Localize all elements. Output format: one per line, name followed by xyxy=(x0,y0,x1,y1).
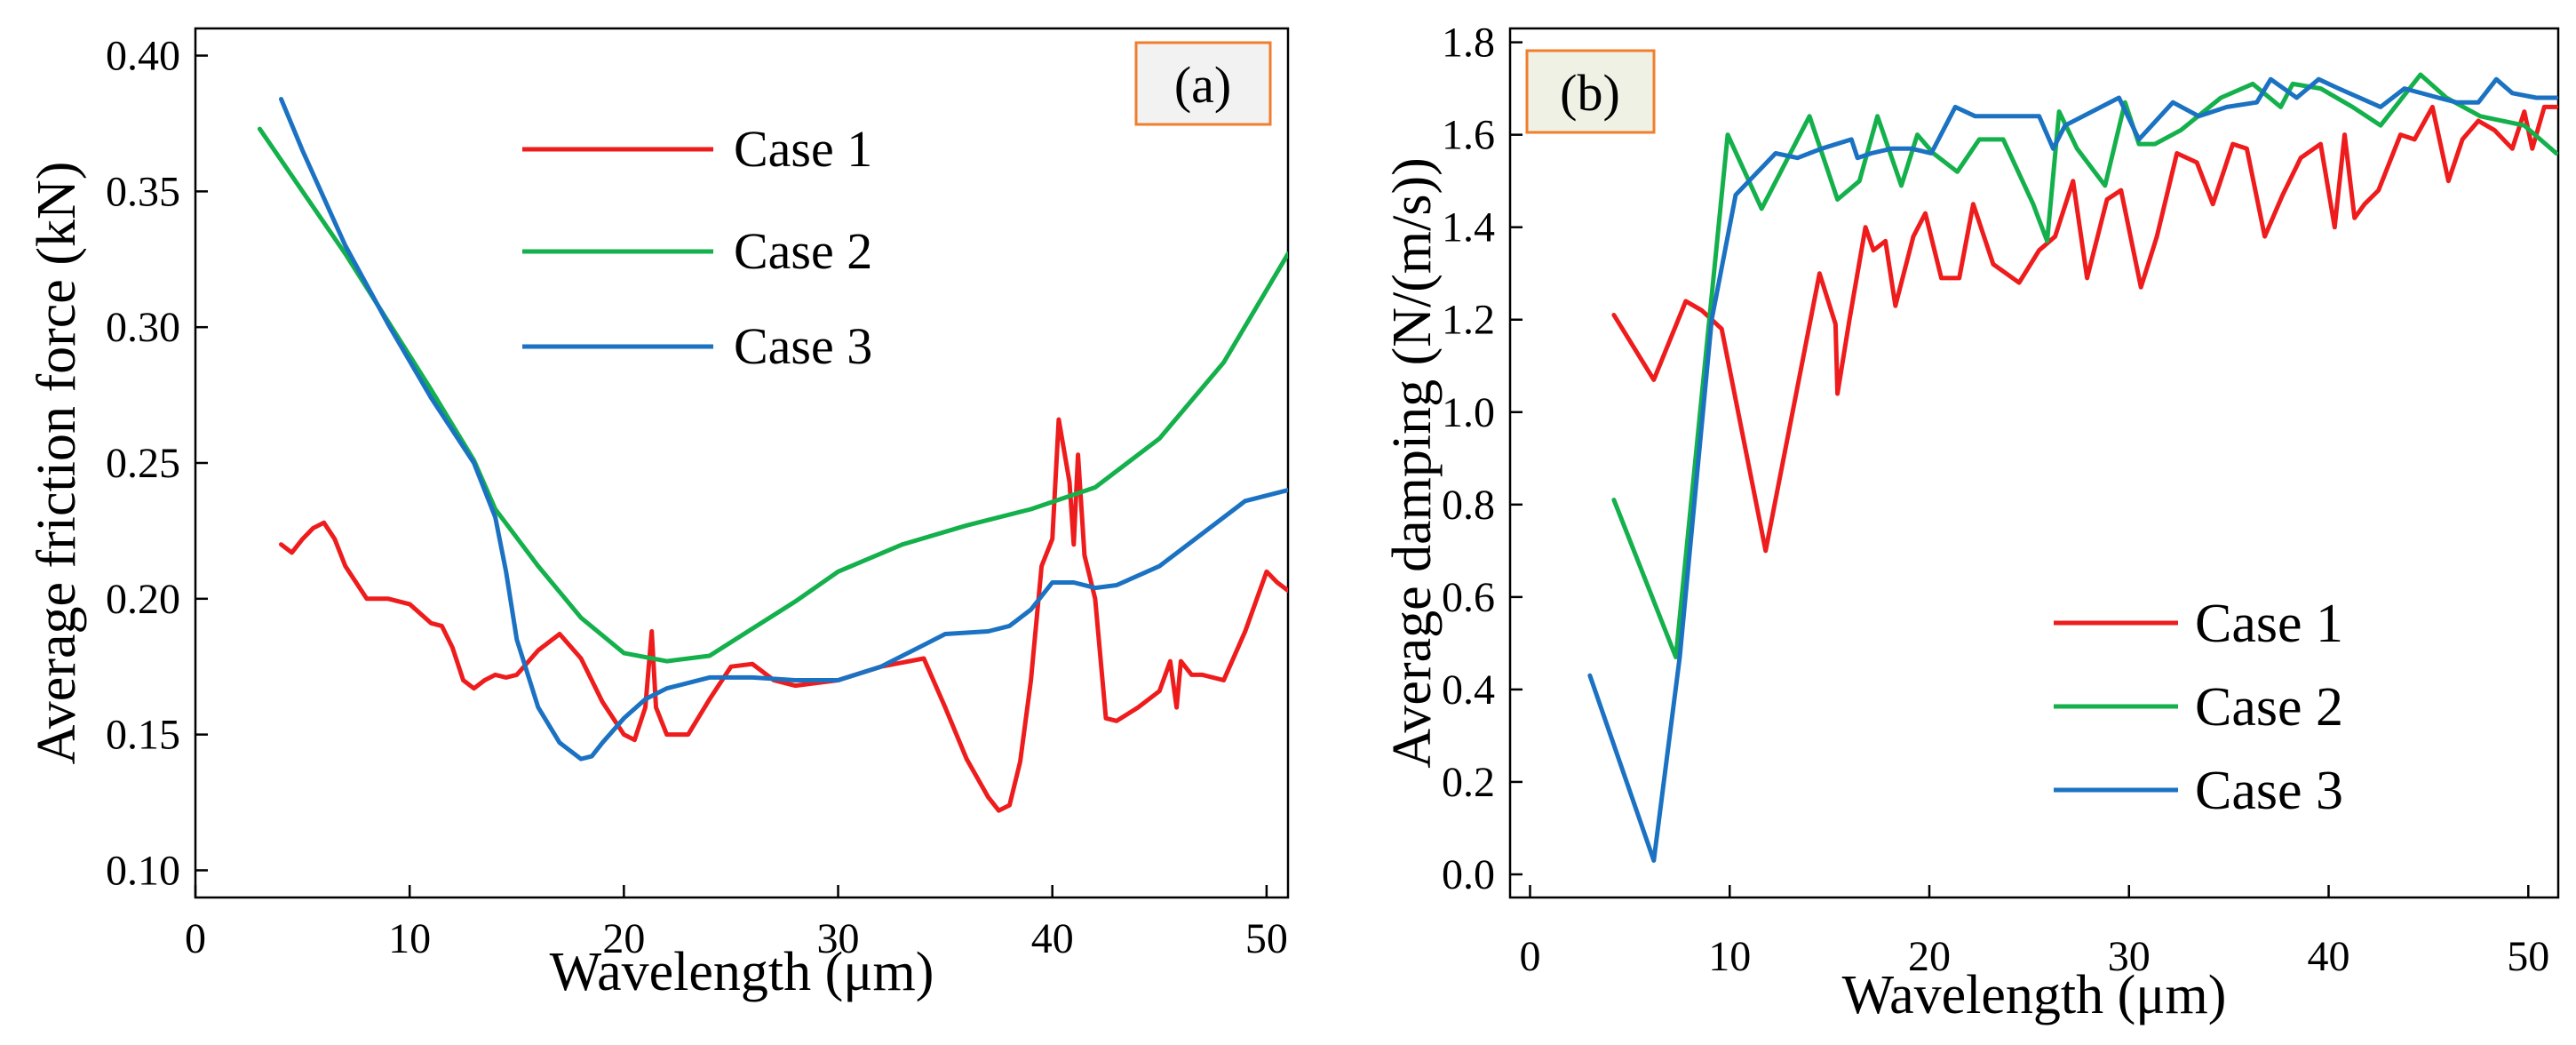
y-ticks-a: 0.10 0.15 0.20 0.25 0.30 0.35 0.40 xyxy=(106,33,208,894)
panel-label-b: (b) xyxy=(1560,64,1620,122)
panel-label-a: (a) xyxy=(1174,56,1231,114)
plot-frame-b xyxy=(1508,27,2560,899)
y-tick-label-a-4: 0.30 xyxy=(106,304,180,351)
x-tick-label-a-3: 30 xyxy=(817,915,860,962)
x-tick-label-a-2: 20 xyxy=(602,915,645,962)
legend-label-a-case3: Case 3 xyxy=(734,317,872,375)
y-tick-label-b-1: 0.2 xyxy=(1442,759,1495,806)
x-tick-label-b-2: 20 xyxy=(1908,933,1951,980)
series-line-b-case2 xyxy=(1611,72,2558,659)
y-axis-label-b: Average damping (N/(m/s)) xyxy=(1382,157,1443,769)
y-tick-label-a-5: 0.35 xyxy=(106,168,180,215)
y-tick-label-a-6: 0.40 xyxy=(106,33,180,80)
y-tick-label-b-0: 0.0 xyxy=(1442,851,1495,898)
legend-label-b-case2: Case 2 xyxy=(2195,677,2343,738)
x-tick-label-a-4: 40 xyxy=(1031,915,1074,962)
legend-label-a-case2: Case 2 xyxy=(734,222,872,280)
x-tick-label-a-0: 0 xyxy=(185,915,206,962)
y-tick-label-a-3: 0.25 xyxy=(106,440,180,487)
x-ticks-b: 0 10 20 30 40 50 xyxy=(1519,885,2549,980)
x-axis-label-a: Wavelength (μm) xyxy=(550,942,934,1002)
series-lines-b xyxy=(1587,72,2558,863)
x-tick-label-b-1: 10 xyxy=(1708,933,1751,980)
legend-label-b-case3: Case 3 xyxy=(2195,761,2343,821)
panel-label-box-b: (b) xyxy=(1525,49,1656,134)
x-axis-label-b: Wavelength (μm) xyxy=(1842,965,2227,1025)
panel-label-box-a: (a) xyxy=(1134,41,1272,126)
series-line-a-case2 xyxy=(257,126,1288,664)
y-tick-label-b-9: 1.8 xyxy=(1442,20,1495,67)
x-tick-label-b-4: 40 xyxy=(2308,933,2350,980)
x-tick-label-a-5: 50 xyxy=(1245,915,1288,962)
panel-b: 0 10 20 30 40 50 0.0 0.2 0.4 0.6 0.8 1.0 1.2 1.4 1.6 1… xyxy=(1382,20,2560,1025)
series-lines-a xyxy=(257,97,1288,813)
y-tick-label-b-7: 1.4 xyxy=(1442,204,1495,251)
panel-label-frame-a xyxy=(1134,41,1272,126)
panel-a: 0 10 20 30 40 50 0.10 0.15 0.20 0.25 0.30 0.35 0.40… xyxy=(27,27,1290,1002)
y-tick-label-b-4: 0.8 xyxy=(1442,482,1495,529)
legend-label-a-case1: Case 1 xyxy=(734,120,872,178)
x-tick-label-b-5: 50 xyxy=(2507,933,2549,980)
series-line-a-case3 xyxy=(279,97,1288,762)
legend-label-b-case1: Case 1 xyxy=(2195,594,2343,654)
y-tick-label-b-5: 1.0 xyxy=(1442,389,1495,436)
y-tick-label-a-2: 0.20 xyxy=(106,576,180,623)
x-ticks-a: 0 10 20 30 40 50 xyxy=(185,885,1288,962)
x-tick-label-a-1: 10 xyxy=(388,915,431,962)
x-tick-label-b-3: 30 xyxy=(2108,933,2151,980)
y-tick-label-a-0: 0.10 xyxy=(106,847,180,894)
y-axis-label-a: Average friction force (kN) xyxy=(27,162,87,765)
series-line-b-case1 xyxy=(1611,104,2558,554)
series-line-a-case1 xyxy=(279,417,1288,813)
series-line-b-case3 xyxy=(1587,76,2558,863)
y-tick-label-b-8: 1.6 xyxy=(1442,112,1495,159)
panel-label-frame-b xyxy=(1525,49,1656,134)
y-tick-label-a-1: 0.15 xyxy=(106,712,180,759)
y-tick-label-b-6: 1.2 xyxy=(1442,297,1495,344)
y-ticks-b: 0.0 0.2 0.4 0.6 0.8 1.0 1.2 1.4 1.6 1.8 xyxy=(1442,20,1523,898)
x-tick-label-b-0: 0 xyxy=(1519,933,1540,980)
y-tick-label-b-2: 0.4 xyxy=(1442,666,1495,714)
legend-a: Case 1 Case 2 Case 3 xyxy=(522,120,872,375)
y-tick-label-b-3: 0.6 xyxy=(1442,574,1495,621)
legend-b: Case 1 Case 2 Case 3 xyxy=(2054,594,2343,821)
